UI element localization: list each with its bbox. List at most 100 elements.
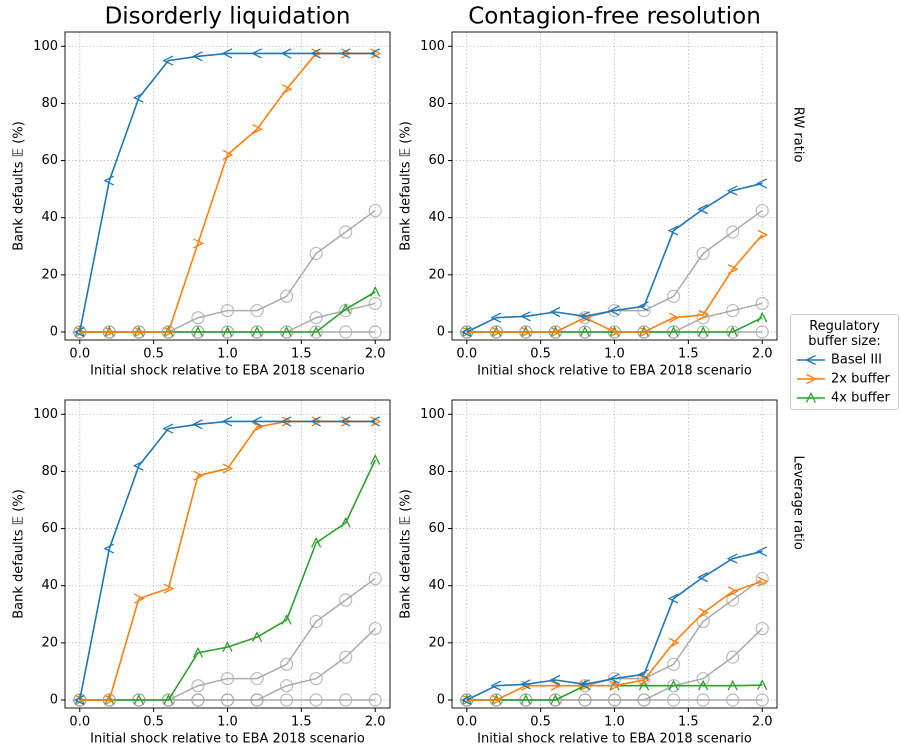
marker [460, 694, 472, 706]
marker [133, 326, 144, 337]
y-axis-label: Bank defaults 𝔼 (%) [12, 121, 27, 251]
legend: Regulatory buffer size: Basel III 2x buff… [790, 314, 899, 410]
y-tick-label: 100 [420, 407, 445, 422]
y-tick-label: 0 [437, 693, 445, 708]
marker [104, 694, 116, 706]
marker [193, 470, 204, 481]
marker [368, 203, 382, 218]
y-tick-label: 80 [41, 96, 58, 111]
y-tick-label: 20 [428, 267, 445, 282]
y-axis-label: Bank defaults 𝔼 (%) [399, 121, 414, 251]
series-line [78, 52, 376, 333]
marker [311, 536, 322, 548]
marker [696, 311, 710, 325]
marker [280, 416, 292, 427]
x-axis-label: Initial shock relative to EBA 2018 scena… [90, 364, 365, 379]
marker [104, 326, 115, 337]
marker [698, 679, 709, 691]
marker [757, 576, 769, 587]
y-tick-label: 40 [41, 210, 58, 225]
marker [339, 693, 353, 707]
marker [490, 680, 502, 691]
marker [549, 674, 561, 686]
marker [726, 225, 740, 239]
x-tick-label: 0.0 [456, 715, 477, 730]
marker [309, 671, 323, 686]
marker [163, 583, 175, 594]
axes-frame [451, 399, 778, 709]
x-tick-label: 1.0 [604, 347, 625, 362]
y-tick-label: 80 [41, 464, 58, 479]
marker [461, 326, 472, 337]
marker [103, 175, 115, 186]
legend-label: Basel III [831, 353, 882, 368]
y-tick-label: 20 [41, 635, 58, 650]
x-tick-label: 0.5 [530, 347, 551, 362]
x-tick-label: 1.5 [678, 347, 699, 362]
marker [133, 694, 144, 705]
marker [250, 303, 264, 318]
series-line [466, 550, 763, 701]
marker [607, 671, 622, 686]
marker [755, 571, 769, 586]
marker [163, 326, 174, 337]
marker [697, 572, 708, 583]
marker [222, 149, 234, 160]
marker [698, 607, 710, 618]
marker [638, 669, 649, 680]
marker [74, 694, 86, 706]
marker [369, 48, 381, 59]
marker [727, 586, 739, 597]
marker [726, 650, 740, 664]
marker [668, 679, 679, 691]
marker [521, 326, 532, 338]
marker [281, 326, 292, 337]
marker [520, 326, 531, 337]
marker [250, 671, 264, 686]
marker [697, 204, 708, 215]
marker [368, 571, 382, 586]
x-tick-label: 2.0 [365, 347, 386, 362]
marker [281, 84, 293, 95]
marker [755, 296, 769, 311]
marker [666, 693, 681, 707]
marker [519, 311, 531, 322]
marker [73, 694, 85, 706]
marker [103, 543, 115, 554]
marker [608, 673, 620, 684]
y-tick-label: 20 [428, 635, 445, 650]
marker [370, 416, 382, 427]
marker [755, 325, 769, 339]
y-tick-label: 100 [33, 39, 58, 54]
marker [74, 694, 85, 705]
marker [191, 679, 205, 693]
marker [191, 311, 205, 325]
marker [310, 48, 321, 59]
marker [696, 246, 710, 261]
marker [698, 326, 709, 337]
marker [609, 326, 621, 338]
marker [578, 311, 592, 325]
y-tick-label: 0 [437, 325, 445, 340]
marker [309, 693, 323, 707]
marker [726, 185, 738, 196]
marker [279, 289, 294, 303]
marker [192, 51, 203, 62]
legend-title: Regulatory buffer size: [808, 319, 881, 349]
marker [519, 679, 531, 690]
x-axis-label: Initial shock relative to EBA 2018 scena… [477, 364, 752, 379]
marker [757, 679, 768, 690]
marker [550, 680, 562, 691]
x-axis-label: Initial shock relative to EBA 2018 scena… [477, 732, 752, 747]
marker [280, 48, 292, 59]
x-tick-label: 0.0 [456, 347, 477, 362]
marker [609, 326, 620, 337]
marker [609, 680, 621, 691]
x-tick-label: 2.0 [752, 347, 773, 362]
x-tick-label: 0.5 [143, 715, 164, 730]
marker [490, 312, 502, 323]
marker [368, 325, 382, 339]
marker [281, 614, 292, 625]
legend-marker [805, 354, 816, 366]
